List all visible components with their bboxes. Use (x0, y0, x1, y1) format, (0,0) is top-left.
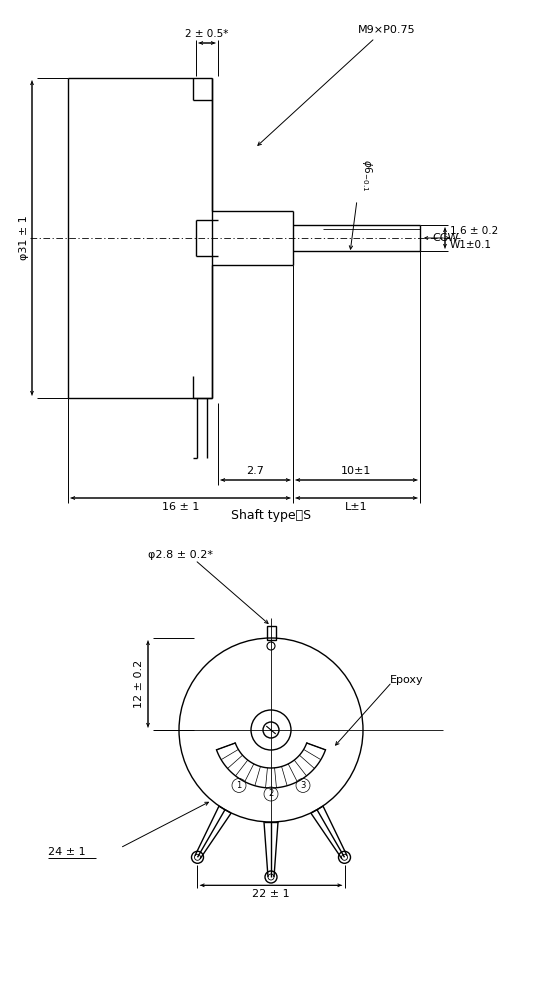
Text: W1±0.1: W1±0.1 (450, 240, 492, 250)
Circle shape (296, 778, 310, 792)
Text: 3: 3 (300, 781, 306, 790)
Text: φ31 ± 1: φ31 ± 1 (19, 216, 29, 260)
Circle shape (191, 851, 203, 863)
Text: φ2.8 ± 0.2*: φ2.8 ± 0.2* (148, 550, 213, 560)
Circle shape (232, 778, 246, 792)
Text: 12 ± 0.2: 12 ± 0.2 (134, 660, 144, 708)
Text: Epoxy: Epoxy (390, 675, 424, 685)
Circle shape (265, 871, 277, 883)
Text: 2.7: 2.7 (247, 466, 264, 476)
Circle shape (339, 851, 351, 863)
Text: Shaft type：S: Shaft type：S (231, 508, 311, 522)
Circle shape (264, 787, 278, 801)
Text: 24 ± 1: 24 ± 1 (48, 847, 86, 857)
Text: L±1: L±1 (345, 502, 368, 512)
Text: 16 ± 1: 16 ± 1 (162, 502, 199, 512)
Text: $\phi$6$_{-0.1}$: $\phi$6$_{-0.1}$ (360, 159, 374, 191)
Text: M9×P0.75: M9×P0.75 (358, 25, 416, 35)
Bar (267, 626, 275, 640)
Text: 2 ± 0.5*: 2 ± 0.5* (185, 29, 229, 39)
Text: CCW: CCW (432, 233, 459, 243)
Text: 1.6 ± 0.2: 1.6 ± 0.2 (450, 226, 498, 236)
Text: 10±1: 10±1 (341, 466, 372, 476)
Text: 1: 1 (236, 781, 242, 790)
Text: 22 ± 1: 22 ± 1 (252, 889, 290, 899)
Text: 2: 2 (268, 790, 274, 798)
